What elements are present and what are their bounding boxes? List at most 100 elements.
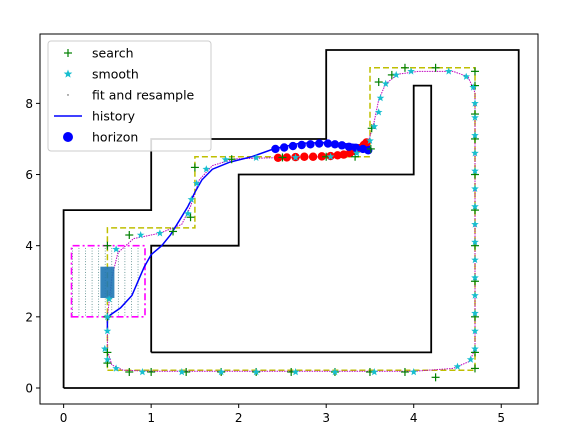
- fit-sample-dot: [78, 293, 79, 294]
- fit-sample-dot: [105, 251, 106, 252]
- fit-sample-dot: [131, 301, 132, 302]
- fit-sample-dot: [92, 264, 93, 265]
- fit-sample-dot: [92, 304, 93, 305]
- fit-sample-dot: [85, 269, 86, 270]
- fit-sample-dot: [78, 251, 79, 252]
- fit-sample-dot: [92, 280, 93, 281]
- fit-sample-dot: [78, 285, 79, 286]
- fit-sample-dot: [98, 277, 99, 278]
- fit-sample-dot: [105, 307, 106, 308]
- fit-sample-dot: [138, 248, 139, 249]
- fit-sample-dot: [98, 285, 99, 286]
- fit-sample-dot: [118, 283, 119, 284]
- legend-search-label: search: [92, 46, 134, 61]
- smooth-point: [203, 165, 211, 172]
- fit-sample-dot: [78, 248, 79, 249]
- fit-sample-dot: [78, 309, 79, 310]
- fit-sample-dot: [85, 291, 86, 292]
- fit-sample-dot: [131, 269, 132, 270]
- fit-sample-dot: [72, 253, 73, 254]
- fit-sample-dot: [124, 269, 125, 270]
- smooth-point: [156, 229, 164, 236]
- fit-sample-dot: [124, 264, 125, 265]
- fit-sample-dot: [98, 259, 99, 260]
- fit-sample-dot: [92, 309, 93, 310]
- fit-sample-dot: [138, 261, 139, 262]
- fit-sample-dot: [138, 288, 139, 289]
- fit-sample-dot: [72, 309, 73, 310]
- fit-sample-dot: [105, 312, 106, 313]
- fit-sample-dot: [85, 296, 86, 297]
- fit-sample-dot: [124, 293, 125, 294]
- x-tick-label: 1: [147, 411, 155, 425]
- fit-sample-dot: [131, 299, 132, 300]
- fit-sample-dot: [105, 248, 106, 249]
- fit-sample-dot: [85, 277, 86, 278]
- fit-sample-dot: [72, 272, 73, 273]
- fit-sample-dot: [105, 261, 106, 262]
- fit-sample-dot: [105, 259, 106, 260]
- fit-sample-dot: [131, 275, 132, 276]
- fit-sample-dot: [72, 288, 73, 289]
- fit-sample-dot: [92, 277, 93, 278]
- fit-sample-dot: [72, 256, 73, 257]
- horizon-point: [306, 140, 314, 148]
- fit-sample-dot: [72, 275, 73, 276]
- fit-sample-dot: [98, 304, 99, 305]
- fit-sample-dot: [138, 275, 139, 276]
- fit-sample-dot: [111, 248, 112, 249]
- fit-sample-dot: [72, 277, 73, 278]
- fit-sample-dot: [85, 275, 86, 276]
- fit-sample-dot: [138, 259, 139, 260]
- smooth-point: [471, 149, 479, 156]
- fit-sample-dot: [105, 301, 106, 302]
- fit-sample-dot: [92, 288, 93, 289]
- fit-sample-dot: [118, 280, 119, 281]
- fit-sample-dot: [98, 272, 99, 273]
- fit-sample-dot: [138, 296, 139, 297]
- fit-sample-dot: [85, 309, 86, 310]
- fit-sample-dot: [138, 269, 139, 270]
- fit-sample-dot: [78, 296, 79, 297]
- fit-sample-dot: [72, 301, 73, 302]
- legend-fit-and-resample-marker: [67, 94, 68, 95]
- fit-sample-dot: [138, 251, 139, 252]
- fit-sample-dot: [138, 301, 139, 302]
- fit-sample-dot: [72, 259, 73, 260]
- fit-sample-dot: [98, 261, 99, 262]
- fit-sample-dot: [105, 299, 106, 300]
- fit-sample-dot: [72, 299, 73, 300]
- fit-sample-dot: [98, 288, 99, 289]
- fit-sample-dot: [98, 307, 99, 308]
- fit-sample-dot: [92, 301, 93, 302]
- fit-sample-dot: [111, 256, 112, 257]
- fit-sample-dot: [92, 267, 93, 268]
- fit-sample-dot: [92, 293, 93, 294]
- fit-sample-dot: [124, 277, 125, 278]
- fit-sample-dot: [92, 261, 93, 262]
- horizon-predicted-point: [300, 153, 308, 161]
- legend-fit-and-resample-label: fit and resample: [92, 88, 195, 103]
- fit-sample-dot: [131, 280, 132, 281]
- fit-sample-dot: [118, 269, 119, 270]
- smooth-point: [462, 73, 470, 80]
- fit-sample-dot: [124, 315, 125, 316]
- fit-sample-dot: [85, 256, 86, 257]
- fit-sample-dot: [138, 256, 139, 257]
- fit-sample-dot: [78, 272, 79, 273]
- smooth-point: [104, 327, 112, 334]
- search-point: [432, 373, 440, 381]
- smooth-point: [371, 368, 379, 375]
- fit-sample-dot: [118, 296, 119, 297]
- fit-sample-dot: [85, 288, 86, 289]
- fit-sample-dot: [92, 291, 93, 292]
- fit-sample-dot: [78, 269, 79, 270]
- fit-sample-dot: [111, 259, 112, 260]
- fit-sample-dot: [98, 293, 99, 294]
- fit-sample-dot: [124, 251, 125, 252]
- fit-sample-dot: [118, 304, 119, 305]
- fit-sample-dot: [118, 312, 119, 313]
- horizon-point: [280, 143, 288, 151]
- fit-sample-dot: [78, 291, 79, 292]
- fit-sample-dot: [98, 301, 99, 302]
